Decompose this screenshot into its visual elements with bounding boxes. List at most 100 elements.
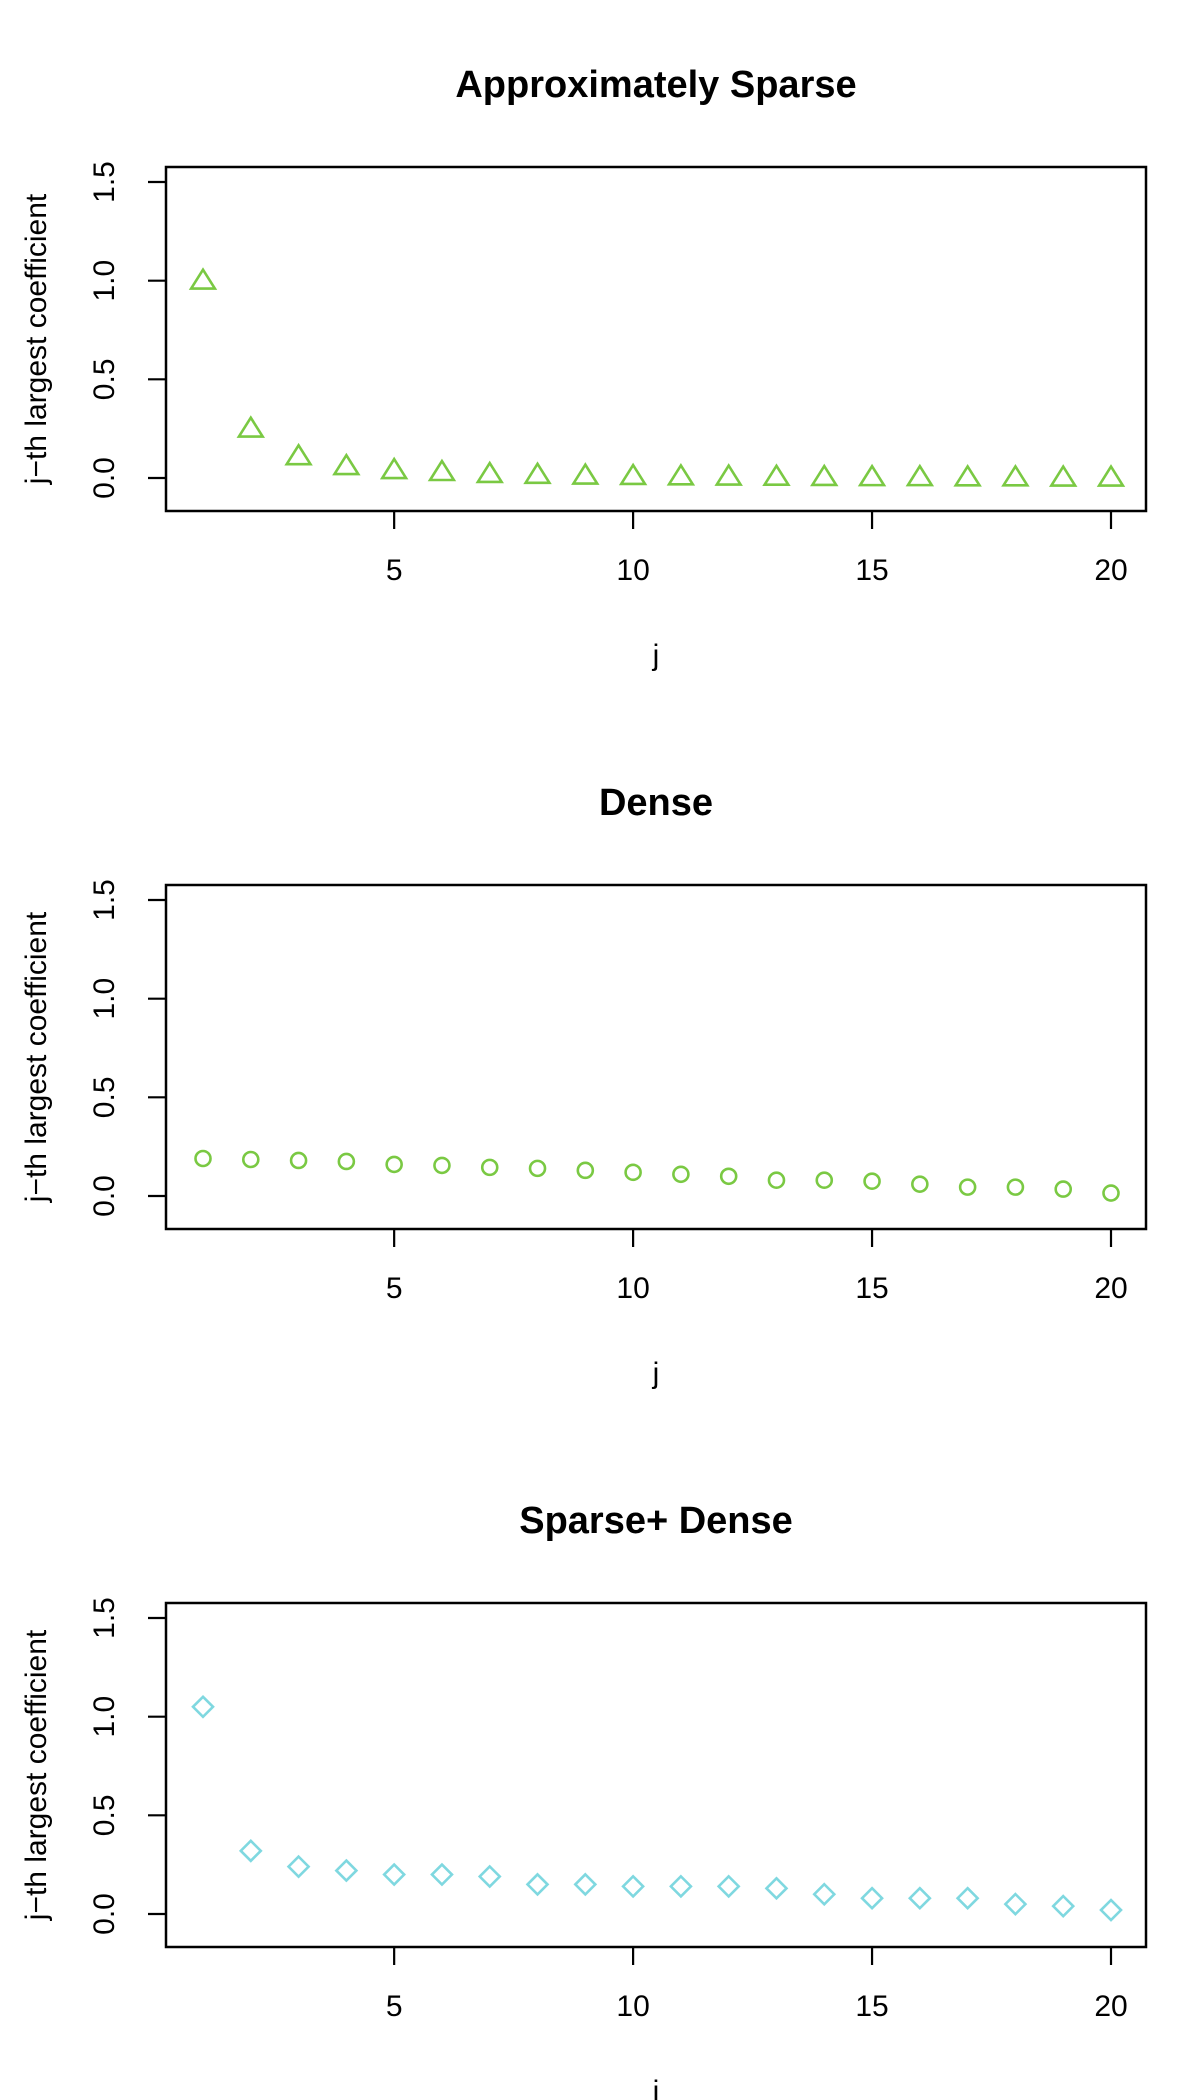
data-point-diamond: [669, 1874, 693, 1899]
data-point-circle: [194, 1149, 212, 1168]
data-point-triangle: [762, 463, 791, 487]
data-point-circle: [624, 1163, 642, 1182]
data-point-circle: [1006, 1178, 1025, 1196]
data-point-diamond: [430, 1862, 454, 1887]
data-point-circle: [289, 1151, 308, 1170]
y-tick-label: 1.0: [88, 1696, 121, 1738]
data-point-triangle: [571, 462, 600, 485]
y-tick-label: 0.5: [88, 1794, 121, 1836]
data-point-circle: [385, 1155, 403, 1174]
x-axis-label: j: [652, 2075, 660, 2100]
plot-frame: [164, 165, 1148, 513]
data-point-diamond: [764, 1876, 789, 1901]
x-tick-label: 10: [616, 1272, 649, 1305]
data-point-triangle: [1096, 464, 1126, 487]
plot-frame: [164, 883, 1148, 1231]
data-point-circle: [767, 1171, 786, 1190]
x-tick-label: 15: [855, 1272, 888, 1305]
data-point-triangle: [666, 462, 696, 486]
data-point-circle: [672, 1165, 690, 1184]
x-tick-label: 15: [855, 554, 888, 587]
y-tick-label: 0.0: [88, 1893, 121, 1935]
data-point-triangle: [857, 463, 887, 487]
data-point-circle: [1102, 1184, 1120, 1202]
data-point-triangle: [1048, 464, 1078, 487]
y-axis-label: j−th largest coefficient: [20, 1629, 53, 1921]
data-point-diamond: [1051, 1894, 1076, 1918]
data-point-circle: [958, 1178, 977, 1196]
data-point-triangle: [905, 463, 935, 487]
data-point-triangle: [1001, 463, 1030, 487]
y-tick-label: 0.0: [88, 457, 121, 499]
plot-frame: [164, 1601, 1148, 1949]
data-point-diamond: [382, 1862, 406, 1887]
chart-title: Sparse+ Dense: [519, 1500, 793, 1542]
data-point-circle: [576, 1161, 595, 1180]
data-point-circle: [719, 1167, 738, 1186]
x-tick-label: 5: [386, 554, 403, 587]
data-point-diamond: [191, 1694, 215, 1719]
panel-sparse-dense: Sparse+ Dense j j−th largest coefficient…: [20, 1500, 1148, 2100]
data-point-circle: [911, 1175, 929, 1193]
x-axis-label: j: [652, 1357, 660, 1390]
data-point-diamond: [525, 1872, 550, 1897]
data-point-triangle: [523, 461, 552, 485]
y-axis-label: j−th largest coefficient: [20, 193, 53, 485]
data-point-diamond: [621, 1874, 645, 1899]
chart-title: Dense: [599, 782, 713, 824]
x-tick-label: 20: [1094, 1990, 1127, 2023]
data-point-triangle: [236, 415, 266, 438]
data-point-triangle: [714, 463, 743, 486]
data-point-circle: [433, 1156, 451, 1175]
x-axis-label: j: [652, 639, 660, 672]
data-point-triangle: [284, 442, 313, 466]
y-tick-label: 0.5: [88, 358, 121, 400]
data-point-circle: [815, 1171, 834, 1190]
data-point-triangle: [475, 460, 504, 484]
data-point-diamond: [238, 1839, 263, 1863]
y-tick-label: 1.5: [88, 1597, 121, 1639]
data-point-circle: [241, 1150, 260, 1169]
data-point-triangle: [188, 267, 218, 290]
x-tick-label: 5: [386, 1272, 403, 1305]
panel-dense: Dense j j−th largest coefficient 5 10 15 20…: [20, 782, 1148, 1390]
x-tick-label: 10: [616, 554, 649, 587]
y-tick-label: 0.5: [88, 1076, 121, 1118]
data-point-diamond: [812, 1882, 837, 1907]
panel-approximately-sparse: Approximately Sparse j j−th largest coef…: [20, 64, 1148, 672]
y-tick-label: 1.5: [88, 161, 121, 203]
data-point-circle: [480, 1158, 499, 1177]
data-point-triangle: [332, 452, 361, 476]
data-point-circle: [528, 1159, 547, 1178]
y-tick-label: 1.0: [88, 260, 121, 302]
data-point-triangle: [427, 458, 457, 482]
data-point-triangle: [618, 462, 648, 486]
data-point-diamond: [477, 1864, 502, 1889]
data-point-circle: [863, 1172, 881, 1190]
y-axis-label: j−th largest coefficient: [20, 911, 53, 1203]
data-point-circle: [1054, 1180, 1073, 1198]
data-point-triangle: [953, 463, 982, 487]
x-tick-label: 10: [616, 1990, 649, 2023]
data-point-diamond: [334, 1858, 359, 1883]
data-point-diamond: [908, 1886, 932, 1911]
chart-title: Approximately Sparse: [455, 64, 856, 106]
x-tick-label: 15: [855, 1990, 888, 2023]
data-point-diamond: [573, 1872, 598, 1897]
data-point-diamond: [860, 1886, 884, 1911]
y-tick-label: 1.0: [88, 978, 121, 1020]
data-point-diamond: [955, 1886, 980, 1911]
data-point-triangle: [810, 463, 839, 487]
y-tick-label: 1.5: [88, 879, 121, 921]
x-tick-label: 20: [1094, 1272, 1127, 1305]
data-point-diamond: [286, 1854, 311, 1879]
x-tick-label: 5: [386, 1990, 403, 2023]
x-tick-label: 20: [1094, 554, 1127, 587]
data-point-diamond: [1003, 1892, 1028, 1916]
data-point-triangle: [379, 456, 409, 480]
data-point-diamond: [716, 1874, 741, 1899]
y-tick-label: 0.0: [88, 1175, 121, 1217]
data-point-circle: [337, 1152, 356, 1171]
data-point-diamond: [1099, 1898, 1123, 1922]
